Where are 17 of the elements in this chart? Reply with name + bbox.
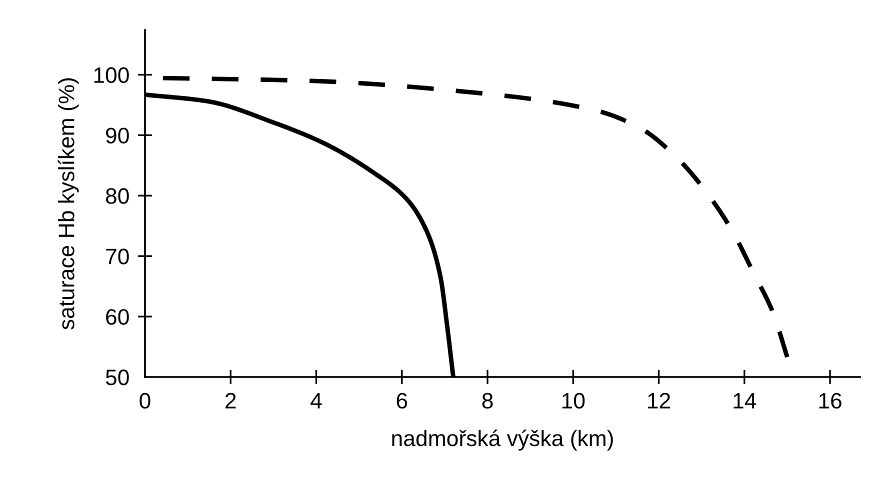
x-axis-title: nadmořská výška (km) [392, 430, 613, 451]
x-tick-label: 14 [734, 393, 756, 408]
x-tick-label: 0 [140, 392, 150, 409]
x-tick-label: 4 [310, 393, 322, 408]
y-tick-label: 100 [94, 67, 129, 84]
x-tick-label: 6 [396, 392, 408, 409]
y-tick-label: 60 [106, 309, 129, 325]
y-axis-title: saturace Hb kyslíkem (%) [58, 78, 79, 330]
y-tick-label: 50 [106, 370, 129, 386]
x-tick-label: 2 [226, 392, 236, 408]
x-tick-label: 12 [648, 392, 670, 408]
x-tick-label: 16 [819, 392, 842, 409]
y-tick-label: 70 [106, 248, 129, 264]
x-tick-label: 10 [562, 392, 585, 409]
y-tick-label: 90 [106, 128, 129, 144]
y-tick-label: 80 [106, 188, 129, 204]
x-tick-label: 8 [482, 392, 493, 409]
